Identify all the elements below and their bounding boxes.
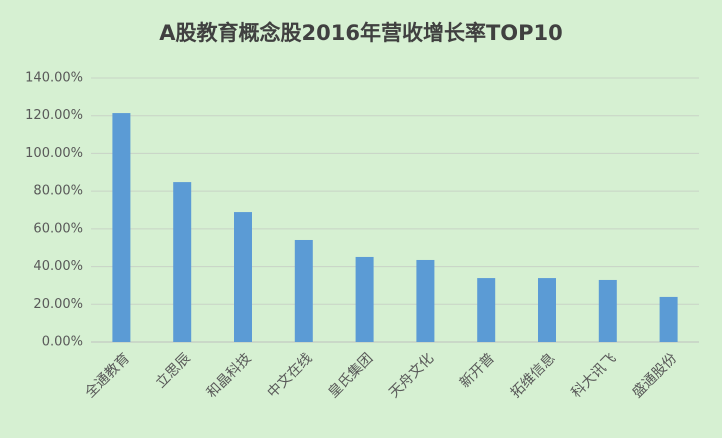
bar: [173, 182, 192, 342]
bar: [294, 239, 313, 342]
y-tick-label: 100.00%: [25, 146, 83, 161]
y-tick-label: 80.00%: [33, 184, 83, 199]
bar: [598, 279, 617, 342]
bar: [112, 113, 131, 343]
y-tick-label: 20.00%: [33, 297, 83, 312]
bar: [477, 278, 496, 342]
y-tick-label: 140.00%: [25, 71, 83, 86]
y-tick-label: 60.00%: [33, 221, 83, 236]
y-tick-label: 0.00%: [42, 335, 83, 350]
bar: [234, 212, 252, 342]
bar: [659, 296, 678, 342]
chart-title: A股教育概念股2016年营收增长率TOP10: [159, 21, 563, 45]
y-tick-label: 40.00%: [33, 259, 83, 274]
bar: [538, 278, 556, 342]
bar: [416, 259, 435, 342]
bar: [355, 256, 374, 342]
y-tick-label: 120.00%: [25, 108, 83, 123]
